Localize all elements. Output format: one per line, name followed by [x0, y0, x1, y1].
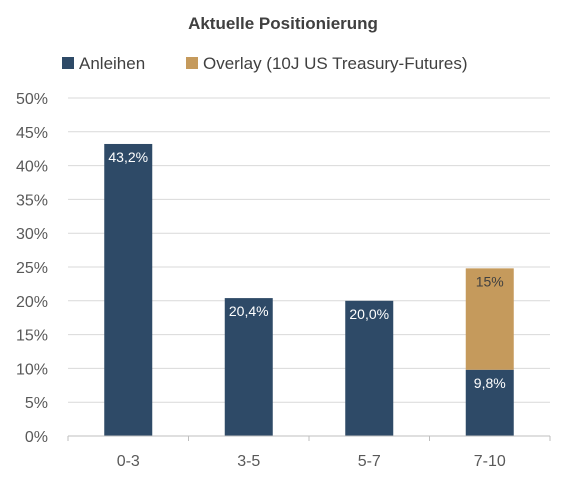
x-axis: 0-3 3-5 5-7 7-10 [67, 435, 551, 470]
y-tick-label: 30% [16, 226, 48, 243]
x-category-label: 0-3 [117, 453, 140, 470]
y-tick-label: 20% [16, 294, 48, 311]
bars [104, 143, 514, 436]
x-category-label: 3-5 [237, 453, 260, 470]
data-label: 20,4% [229, 303, 269, 319]
y-tick-label: 50% [16, 91, 48, 108]
bar-anleihen-5-7 [345, 300, 394, 436]
bar-anleihen-7-10 [465, 369, 514, 436]
legend-swatch-overlay [186, 57, 198, 69]
legend-swatch-anleihen [62, 57, 74, 69]
y-tick-label: 25% [16, 260, 48, 277]
data-labels: 43,2% 20,4% 20,0% 9,8% 15% [108, 149, 505, 391]
y-tick-label: 5% [25, 395, 48, 412]
x-category-label: 7-10 [474, 453, 506, 470]
bar-overlay-7-10 [465, 268, 514, 370]
bar-anleihen-0-3 [104, 143, 153, 436]
legend-label-anleihen: Anleihen [79, 54, 145, 73]
bar-anleihen-3-5 [224, 298, 273, 436]
y-tick-label: 45% [16, 125, 48, 142]
data-label: 15% [476, 273, 504, 289]
y-axis-ticks: 0% 5% 10% 15% 20% 25% 30% 35% 40% 45% 50% [16, 91, 48, 446]
legend: Anleihen Overlay (10J US Treasury-Future… [62, 54, 468, 73]
legend-label-overlay: Overlay (10J US Treasury-Futures) [203, 54, 468, 73]
x-category-label: 5-7 [358, 453, 381, 470]
y-tick-label: 10% [16, 361, 48, 378]
data-label: 43,2% [108, 149, 148, 165]
data-label: 9,8% [474, 375, 506, 391]
y-tick-label: 15% [16, 328, 48, 345]
y-tick-label: 0% [25, 429, 48, 446]
y-tick-label: 35% [16, 192, 48, 209]
y-tick-label: 40% [16, 159, 48, 176]
chart-title: Aktuelle Positionierung [188, 14, 378, 33]
data-label: 20,0% [349, 306, 389, 322]
